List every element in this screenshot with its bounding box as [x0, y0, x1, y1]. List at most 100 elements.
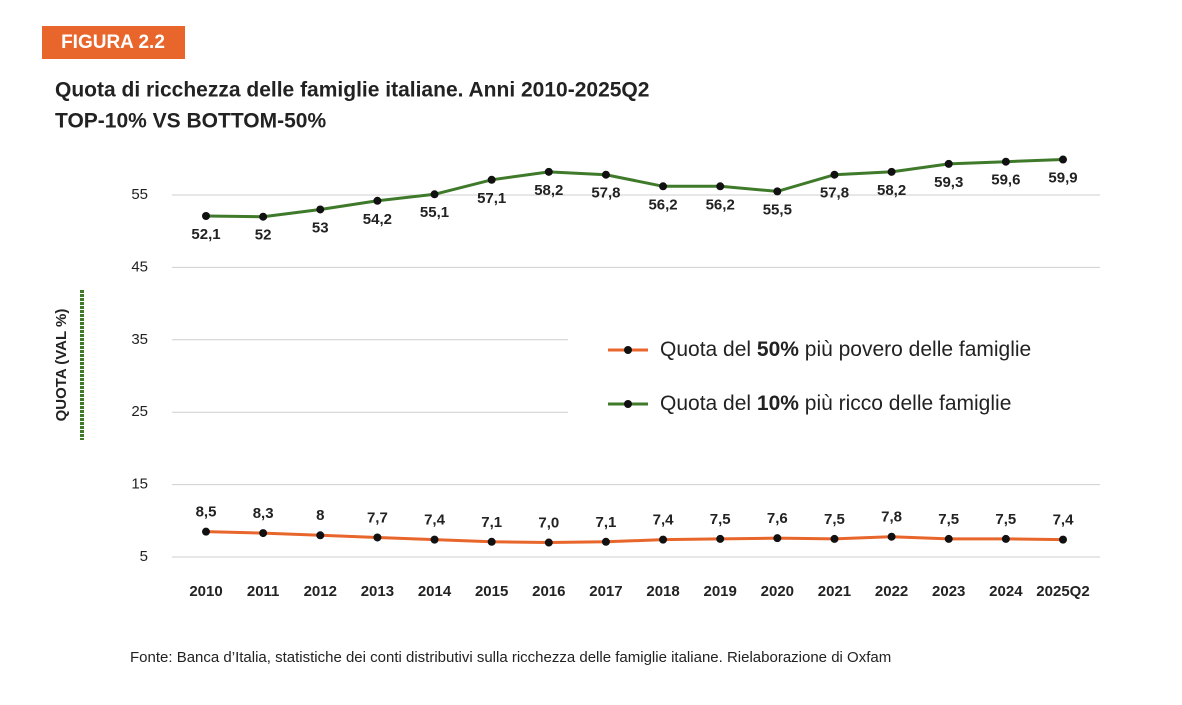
y-tick-label: 35: [131, 331, 148, 348]
data-point: [1059, 535, 1067, 544]
data-label: 59,6: [991, 172, 1020, 189]
chart-subtitle: TOP-10% VS BOTTOM-50%: [55, 110, 326, 133]
legend-part: 10%: [757, 392, 799, 415]
y-axis-label: QUOTA (VAL %): [53, 309, 70, 422]
x-tick-label: 2022: [875, 583, 908, 600]
data-point: [887, 532, 896, 541]
legend-bg: [568, 318, 1100, 433]
badge: FIGURA 2.2: [61, 32, 165, 53]
data-label: 7,4: [653, 512, 675, 529]
x-tick-label: 2015: [475, 583, 508, 600]
chart-title: Quota di ricchezza delle famiglie italia…: [55, 79, 649, 102]
x-tick-label: 2021: [818, 583, 851, 600]
data-label: 56,2: [706, 196, 735, 213]
data-point: [316, 531, 325, 540]
data-point: [773, 187, 782, 196]
legend-part: Quota del: [660, 392, 757, 415]
data-point: [659, 182, 668, 191]
data-label: 57,8: [591, 185, 620, 202]
data-label: 7,8: [881, 509, 902, 526]
data-point: [944, 534, 953, 543]
x-tick-label: 2023: [932, 583, 965, 600]
data-label: 7,5: [710, 511, 731, 528]
data-point: [773, 534, 782, 543]
y-tick-label: 15: [131, 476, 148, 493]
data-point: [373, 196, 382, 205]
data-point: [601, 170, 610, 179]
x-tick-label: 2020: [761, 583, 794, 600]
data-label: 8,5: [196, 504, 217, 521]
data-point: [316, 205, 325, 214]
x-tick-label: 2013: [361, 583, 394, 600]
data-label: 7,4: [424, 512, 446, 529]
data-point: [830, 534, 839, 543]
data-point: [1001, 534, 1010, 543]
data-label: 56,2: [648, 196, 677, 213]
source: Fonte: Banca d’Italia, statistiche dei c…: [130, 649, 891, 666]
data-label: 57,1: [477, 190, 506, 207]
y-tick-label: 5: [140, 548, 148, 565]
data-label: 7,1: [596, 514, 617, 531]
data-point: [944, 159, 953, 168]
data-label: 7,4: [1053, 512, 1075, 529]
data-point: [1059, 155, 1067, 164]
data-label: 52: [255, 227, 272, 244]
data-label: 55,1: [420, 204, 449, 221]
x-tick-label: 2014: [418, 583, 452, 600]
data-point: [830, 170, 839, 179]
data-label: 58,2: [534, 182, 563, 199]
legend-part: Quota del: [660, 338, 757, 361]
data-point: [716, 534, 725, 543]
data-point: [887, 167, 896, 176]
series-line: [205, 158, 1064, 219]
data-point: [1001, 157, 1010, 166]
legend-label: Quota del 10% più ricco delle famiglie: [660, 392, 1011, 415]
data-point: [430, 190, 439, 199]
data-label: 59,9: [1048, 169, 1077, 186]
x-tick-label: 2019: [704, 583, 737, 600]
x-tick-label: 2011: [247, 583, 280, 600]
legend-part: 50%: [757, 338, 799, 361]
legend-label: Quota del 50% più povero delle famiglie: [660, 338, 1031, 361]
data-label: 53: [312, 219, 329, 236]
data-label: 7,1: [481, 514, 502, 531]
data-point: [259, 212, 268, 221]
data-point: [716, 182, 725, 191]
x-tick-label: 2016: [532, 583, 565, 600]
data-label: 55,5: [763, 201, 792, 218]
x-tick-label: 2024: [989, 583, 1023, 600]
badge-bg: [42, 26, 185, 59]
data-label: 7,5: [824, 511, 845, 528]
data-point: [487, 537, 496, 546]
data-point: [202, 211, 210, 220]
legend-dot: [624, 346, 632, 354]
y-tick-label: 55: [131, 186, 148, 203]
data-label: 7,5: [995, 511, 1016, 528]
data-point: [544, 538, 553, 547]
data-point: [659, 535, 668, 544]
data-point: [202, 527, 210, 536]
x-tick-label: 2017: [589, 583, 622, 600]
data-label: 7,0: [538, 514, 559, 531]
data-point: [430, 535, 439, 544]
data-label: 57,8: [820, 185, 849, 202]
data-label: 59,3: [934, 174, 963, 191]
x-tick-label: 2018: [646, 583, 679, 600]
data-point: [259, 529, 268, 538]
x-tick-label: 2025Q2: [1036, 583, 1089, 600]
x-tick-label: 2010: [189, 583, 222, 600]
data-label: 8: [316, 507, 324, 524]
legend-part: più povero delle famiglie: [799, 338, 1031, 361]
data-label: 7,7: [367, 509, 388, 526]
y-tick-label: 25: [131, 403, 148, 420]
series-line: [205, 530, 1064, 545]
data-point: [544, 167, 553, 176]
x-tick-label: 2012: [304, 583, 337, 600]
legend-dot: [624, 400, 632, 408]
data-point: [601, 537, 610, 546]
data-label: 58,2: [877, 182, 906, 199]
legend-part: più ricco delle famiglie: [799, 392, 1011, 415]
data-label: 7,6: [767, 510, 788, 527]
data-point: [487, 175, 496, 184]
y-tick-label: 45: [131, 258, 148, 275]
